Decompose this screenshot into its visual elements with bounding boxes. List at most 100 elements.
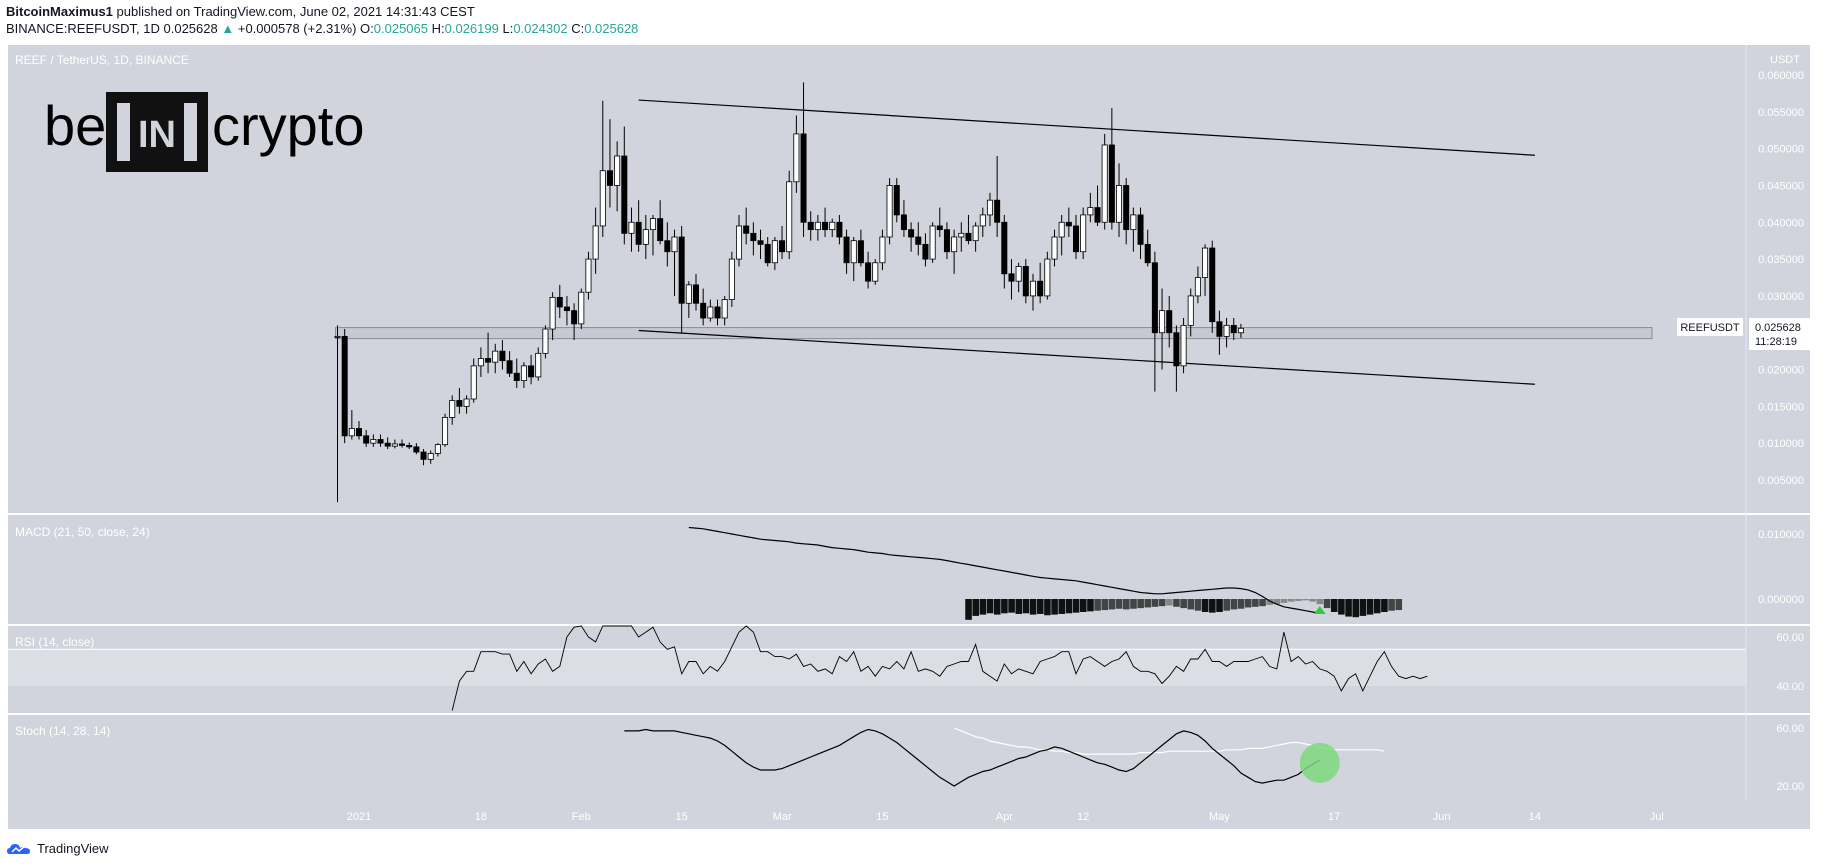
- candle-body: [427, 453, 434, 460]
- macd-histogram-bar: [1216, 599, 1223, 612]
- macd-histogram-bar: [1395, 599, 1403, 611]
- macd-histogram-bar: [979, 599, 987, 615]
- macd-histogram-bar: [1259, 599, 1266, 607]
- high-label: H:: [431, 21, 445, 36]
- candle-body: [728, 258, 735, 300]
- close-value: 0.025628: [584, 21, 639, 36]
- macd-histogram-bar: [1201, 599, 1209, 612]
- candle-body: [908, 229, 915, 238]
- macd-histogram-bar: [1101, 599, 1109, 611]
- macd-histogram-bar: [1151, 599, 1159, 607]
- candle-body: [965, 232, 972, 242]
- channel-lines: [638, 99, 1535, 385]
- stoch-pane[interactable]: [8, 715, 1746, 801]
- candle-body: [556, 296, 563, 308]
- candle-body: [678, 236, 685, 304]
- candle-body: [499, 350, 506, 362]
- candle-body: [442, 417, 449, 446]
- candle-body: [470, 365, 477, 400]
- price-tick-label: 0.030000: [1758, 291, 1804, 303]
- price-tick-label: 0.015000: [1758, 401, 1804, 413]
- macd-histogram-bar: [1345, 599, 1352, 617]
- macd-histogram-bar: [1036, 599, 1044, 614]
- price-tag-countdown: 11:28:19: [1755, 336, 1797, 348]
- candle-body: [485, 358, 492, 363]
- published-text: published on TradingView.com, June 02, 2…: [116, 4, 475, 19]
- candle-body: [520, 365, 527, 381]
- candle-body: [1001, 221, 1008, 275]
- candle-body: [420, 451, 427, 460]
- time-axis[interactable]: [8, 801, 1810, 829]
- macd-histogram-bar: [1273, 599, 1281, 605]
- candle-body: [642, 229, 649, 245]
- candle-body: [1073, 225, 1080, 253]
- candle-body: [391, 443, 398, 447]
- candle-body: [628, 221, 635, 234]
- price-change: +0.000578 (+2.31%): [237, 21, 357, 36]
- macd-histogram-bar: [1352, 599, 1360, 618]
- candle-body: [1216, 321, 1223, 337]
- candle-body: [857, 240, 864, 264]
- time-tick-label: Feb: [572, 811, 591, 823]
- macd-histogram-bar: [1173, 599, 1180, 607]
- candle-body: [800, 133, 807, 223]
- candle-body: [463, 398, 470, 407]
- macd-histogram-bar: [1359, 599, 1367, 616]
- candle-body: [456, 400, 463, 407]
- time-tick-label: 12: [1077, 811, 1089, 823]
- macd-up-arrow: [1313, 606, 1326, 614]
- candle-body: [986, 199, 993, 216]
- publisher-name[interactable]: BitcoinMaximus1: [6, 4, 113, 19]
- macd-tick-label: 0.000000: [1758, 594, 1804, 606]
- price-axis[interactable]: [1746, 45, 1810, 801]
- stoch-tick-label: 20.00: [1776, 781, 1804, 793]
- candle-body: [915, 236, 922, 245]
- pane-separators: [8, 45, 1810, 801]
- macd-histogram-bar: [1022, 599, 1030, 614]
- macd-histogram-bar: [1065, 599, 1073, 614]
- macd-histogram-bar: [1008, 599, 1015, 613]
- candle-body: [1008, 273, 1015, 282]
- candle-body: [807, 221, 814, 231]
- price-tick-label: 0.020000: [1758, 365, 1804, 377]
- svg-text:be: be: [44, 94, 106, 157]
- time-tick-label: 14: [1529, 811, 1541, 823]
- support-zone: [335, 327, 1653, 340]
- highlight-circle: [1299, 742, 1340, 783]
- candle-body: [1137, 214, 1144, 245]
- stoch-legend: Stoch (14, 28, 14): [15, 724, 110, 738]
- macd-histogram-bar: [1388, 599, 1395, 611]
- low-label: L:: [502, 21, 514, 36]
- candle-body: [585, 258, 592, 293]
- time-tick-label: 2021: [347, 811, 371, 823]
- currency-label: USDT: [1770, 54, 1800, 66]
- candle-body: [1202, 247, 1209, 278]
- candle-body: [836, 221, 843, 238]
- candle-body: [606, 170, 613, 186]
- candle-body: [707, 306, 714, 319]
- tradingview-footer[interactable]: TradingView: [6, 841, 109, 856]
- time-tick-label: May: [1209, 811, 1230, 823]
- candle-body: [592, 225, 599, 260]
- macd-tick-label: 0.010000: [1758, 529, 1804, 541]
- macd-histogram-bar: [1158, 599, 1166, 607]
- macd-histogram-bar: [1137, 599, 1144, 609]
- macd-pane[interactable]: [8, 515, 1746, 624]
- macd-histogram-bar: [1001, 599, 1008, 614]
- candle-body: [341, 336, 348, 437]
- candle-body: [449, 400, 456, 418]
- candle-body: [1237, 327, 1244, 334]
- candle-body: [671, 236, 678, 253]
- macd-histogram-bar: [1373, 599, 1381, 614]
- low-value: 0.024302: [513, 21, 568, 36]
- candle-body: [542, 328, 549, 354]
- macd-histogram-bar: [1323, 599, 1331, 609]
- candle-body: [621, 155, 628, 234]
- macd-histogram-bar: [1244, 599, 1252, 608]
- candle-body: [829, 221, 836, 231]
- open-value: 0.025065: [373, 21, 428, 36]
- candle-body: [1194, 277, 1201, 297]
- candle-body: [356, 428, 363, 437]
- candle-body: [406, 444, 413, 448]
